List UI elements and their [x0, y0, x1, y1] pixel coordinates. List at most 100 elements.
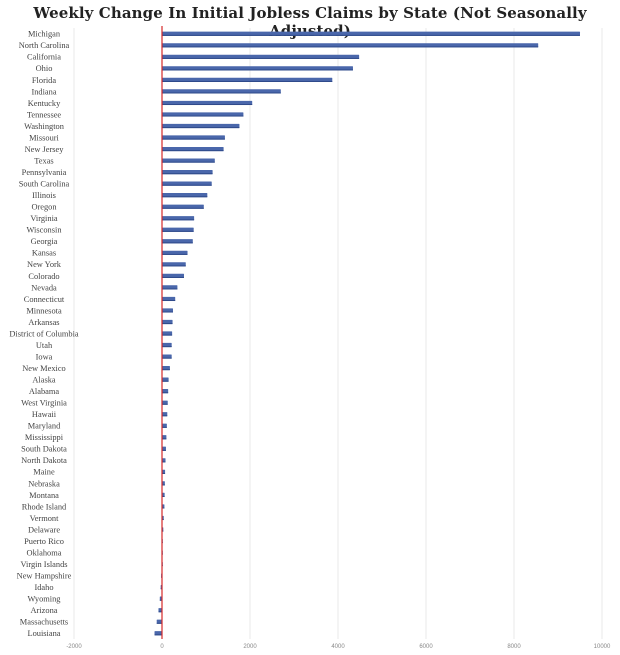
- bar-shadow: [162, 92, 281, 94]
- bar[interactable]: [162, 66, 353, 71]
- bar[interactable]: [162, 458, 166, 463]
- bar[interactable]: [162, 273, 184, 278]
- bar[interactable]: [162, 423, 167, 428]
- x-tick-label: 6000: [419, 644, 433, 650]
- bar[interactable]: [162, 481, 165, 486]
- bar[interactable]: [162, 504, 165, 509]
- bar[interactable]: [162, 435, 167, 440]
- bar[interactable]: [162, 77, 333, 82]
- category-label: New Hampshire: [17, 571, 72, 580]
- bar[interactable]: [162, 285, 178, 290]
- bar[interactable]: [162, 227, 194, 232]
- category-label: Missouri: [29, 133, 59, 142]
- category-label: Louisiana: [27, 629, 60, 638]
- category-label: Pennsylvania: [22, 168, 67, 177]
- bar[interactable]: [162, 54, 360, 59]
- category-label: Wyoming: [28, 595, 62, 604]
- bar-shadow: [162, 104, 253, 106]
- bar-shadow: [162, 184, 212, 186]
- bar[interactable]: [158, 608, 162, 613]
- bar-shadow: [154, 634, 162, 636]
- bar[interactable]: [162, 354, 172, 359]
- bar[interactable]: [162, 204, 204, 209]
- category-label: Alabama: [29, 387, 60, 396]
- bar[interactable]: [162, 308, 173, 313]
- category-label: Ohio: [36, 64, 53, 73]
- bar-shadow: [162, 519, 164, 521]
- category-label: Washington: [24, 122, 65, 131]
- bar-shadow: [162, 80, 333, 82]
- category-label: California: [27, 53, 61, 62]
- bar-shadow: [162, 138, 225, 140]
- category-label: Kansas: [32, 249, 56, 258]
- category-label: Rhode Island: [22, 502, 67, 511]
- bar[interactable]: [162, 262, 186, 267]
- bar-shadow: [162, 242, 193, 244]
- category-label: West Virginia: [21, 399, 67, 408]
- bar[interactable]: [162, 100, 253, 106]
- bar[interactable]: [154, 631, 162, 636]
- bar-shadow: [160, 588, 162, 590]
- category-label: Massachusetts: [20, 618, 68, 627]
- bar[interactable]: [156, 619, 162, 624]
- bar[interactable]: [162, 158, 215, 163]
- x-tick-label: 0: [160, 644, 164, 650]
- bar[interactable]: [162, 412, 168, 417]
- bar[interactable]: [162, 250, 188, 255]
- bar[interactable]: [162, 492, 165, 497]
- bar[interactable]: [162, 112, 244, 117]
- category-label: Connecticut: [24, 295, 65, 304]
- bar[interactable]: [162, 365, 170, 371]
- bar[interactable]: [162, 319, 173, 325]
- bar-shadow: [162, 415, 168, 417]
- category-label: Minnesota: [26, 306, 62, 315]
- bar[interactable]: [162, 216, 195, 221]
- x-tick-label: 10000: [594, 644, 611, 650]
- bar-shadow: [162, 495, 165, 497]
- bar-shadow: [162, 253, 188, 255]
- bar[interactable]: [162, 123, 240, 129]
- category-label: Nevada: [31, 283, 57, 292]
- category-label: Utah: [36, 341, 53, 350]
- bar-shadow: [162, 219, 195, 221]
- category-label: New York: [27, 260, 62, 269]
- category-label: Indiana: [31, 87, 56, 96]
- bar-shadow: [162, 288, 178, 290]
- bar-shadow: [162, 530, 164, 532]
- bar-shadow: [162, 357, 172, 359]
- bar-shadow: [162, 311, 173, 313]
- bar[interactable]: [162, 331, 173, 336]
- bar-shadow: [162, 230, 194, 232]
- bar-shadow: [162, 484, 165, 486]
- bar[interactable]: [162, 193, 208, 198]
- bar[interactable]: [162, 469, 166, 474]
- bar[interactable]: [162, 146, 224, 152]
- bar[interactable]: [162, 239, 193, 244]
- bar[interactable]: [162, 181, 212, 186]
- category-label: Hawaii: [32, 410, 57, 419]
- bar[interactable]: [162, 400, 168, 405]
- category-label: Montana: [29, 491, 59, 500]
- bar[interactable]: [162, 89, 281, 94]
- bar[interactable]: [162, 31, 580, 36]
- bar[interactable]: [162, 170, 213, 175]
- bar-shadow: [162, 392, 169, 394]
- x-tick-label: -2000: [66, 644, 82, 650]
- bar-shadow: [162, 115, 244, 117]
- bar[interactable]: [162, 296, 176, 302]
- bar[interactable]: [162, 43, 539, 48]
- bar[interactable]: [162, 342, 172, 348]
- bar-shadow: [162, 426, 167, 428]
- bar-shadow: [162, 403, 168, 405]
- category-label: Oregon: [31, 203, 57, 212]
- bar[interactable]: [162, 389, 169, 394]
- bar[interactable]: [162, 377, 169, 382]
- bar-shadow: [162, 438, 167, 440]
- bar[interactable]: [162, 446, 166, 451]
- x-tick-label: 8000: [507, 644, 521, 650]
- category-label: New Mexico: [22, 364, 66, 373]
- category-label: Kentucky: [28, 99, 61, 108]
- category-label: Mississippi: [25, 433, 64, 442]
- bar[interactable]: [162, 135, 225, 140]
- bar-shadow: [162, 369, 170, 371]
